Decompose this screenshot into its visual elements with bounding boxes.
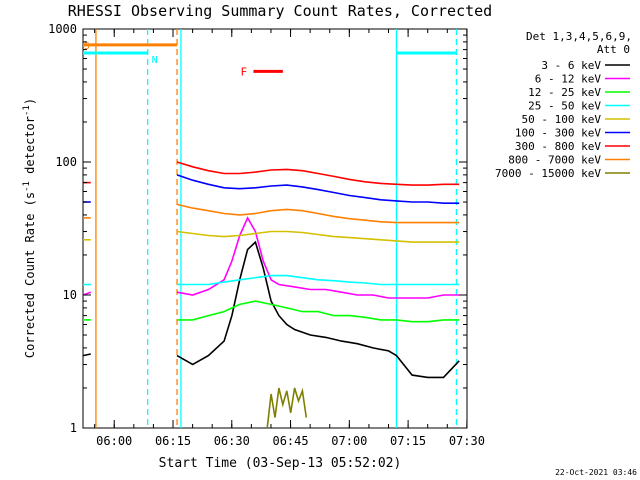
series-lines xyxy=(82,161,460,429)
y-tick-label: 100 xyxy=(55,155,77,169)
y-tick-label: 1 xyxy=(70,421,77,435)
y-tick-label: 1000 xyxy=(48,22,77,36)
legend-entry-label: 50 - 100 keV xyxy=(522,113,602,126)
x-tick-label: 06:00 xyxy=(96,434,132,448)
series-line-4 xyxy=(176,230,460,243)
plot-frame xyxy=(82,28,468,429)
x-axis-label: Start Time (03-Sep-13 05:52:02) xyxy=(159,456,402,471)
y-tick-label: 10 xyxy=(63,288,77,302)
plot-area xyxy=(82,28,468,429)
legend-entry-label: 6 - 12 keV xyxy=(535,73,602,86)
legend-entry-label: 800 - 7000 keV xyxy=(508,154,601,167)
legend-entry-label: 100 - 300 keV xyxy=(515,127,601,140)
flag-label-f: F xyxy=(240,65,247,78)
x-tick-label: 07:15 xyxy=(390,434,426,448)
y-axis-label-sup2: -1 xyxy=(22,105,32,116)
flag-label-s: S xyxy=(84,41,90,52)
legend-entry-label: 300 - 800 keV xyxy=(515,140,601,153)
legend-header-2: Att 0 xyxy=(597,43,630,56)
x-tick-label: 07:30 xyxy=(449,434,485,448)
legend-entry-label: 3 - 6 keV xyxy=(541,59,601,72)
series-line-0 xyxy=(82,353,91,357)
flag-label-n: N xyxy=(152,55,158,66)
y-axis-label-end: ) xyxy=(23,98,37,105)
x-tick-label: 06:30 xyxy=(214,434,250,448)
y-axis-label-sup1: -1 xyxy=(22,181,32,192)
chart-title: RHESSI Observing Summary Count Rates, Co… xyxy=(68,2,492,20)
series-line-3 xyxy=(177,274,460,286)
series-line-7 xyxy=(176,203,460,224)
x-tick-label: 06:15 xyxy=(155,434,191,448)
legend-header-1: Det 1,3,4,5,6,9, xyxy=(526,30,632,43)
x-tick-label: 07:00 xyxy=(331,434,367,448)
series-line-8 xyxy=(266,387,308,429)
axis-ticks: 1 10 100 1000 06:00 06:15 06:30 06:45 07:00 07:15… xyxy=(48,22,485,448)
legend-entry-label: 12 - 25 keV xyxy=(528,86,601,99)
x-tick-label: 06:45 xyxy=(272,434,308,448)
series-line-0 xyxy=(176,240,460,379)
y-axis-label-main: Corrected Count Rate (s xyxy=(23,192,37,358)
y-axis-label-mid: detector xyxy=(23,116,37,181)
instrument-markers: S N F xyxy=(83,29,458,428)
footer-date: 22-Oct-2021 03:46 xyxy=(555,468,637,477)
series-line-1 xyxy=(176,216,460,299)
series-line-6 xyxy=(176,161,460,186)
series-line-2 xyxy=(177,300,460,323)
series-line-5 xyxy=(176,174,460,204)
legend-entry-label: 7000 - 15000 keV xyxy=(495,167,601,180)
y-axis-label: Corrected Count Rate (s-1 detector-1) xyxy=(22,98,37,358)
legend-entry-label: 25 - 50 keV xyxy=(528,100,601,113)
